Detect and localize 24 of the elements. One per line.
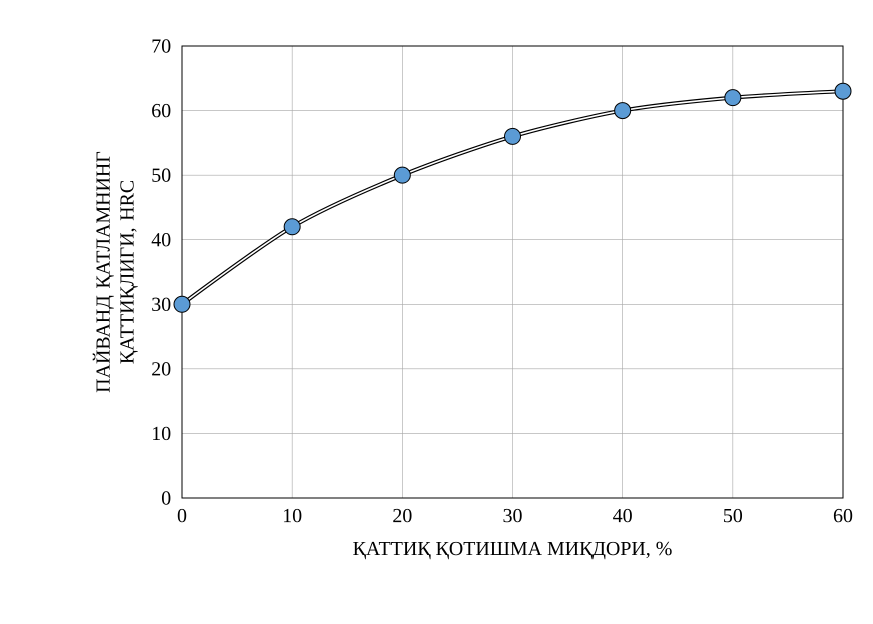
x-tick-label: 50: [724, 508, 742, 522]
y-tick-label: 10: [152, 426, 170, 440]
y-tick-label: 0: [162, 491, 170, 505]
x-tick-label: 30: [503, 508, 522, 522]
y-tick-label: 20: [152, 362, 170, 376]
x-tick-label: 0: [178, 508, 186, 522]
y-tick-label: 70: [152, 39, 170, 53]
point: [504, 128, 522, 145]
y-tick-label: 60: [152, 104, 170, 118]
point: [284, 218, 301, 236]
point: [614, 102, 632, 120]
y-tick-label: 40: [152, 232, 170, 246]
point: [834, 82, 852, 100]
y-axis-title: ПАЙВАНД ҚАТЛАМНИНГ ҚАТТИҚЛИГИ, HRC: [92, 152, 138, 392]
x-tick-label: 10: [284, 508, 302, 522]
x-tick-label: 40: [613, 508, 632, 522]
point: [724, 89, 742, 106]
y-tick-label: 50: [152, 168, 170, 182]
x-axis-title: ҚАТТИҚ ҚОТИШМА МИҚДОРИ, %: [353, 542, 672, 560]
point: [174, 296, 190, 313]
x-tick-label: 60: [834, 508, 852, 522]
x-tick-label: 20: [393, 508, 412, 522]
point: [394, 166, 411, 184]
y-tick-label: 30: [152, 298, 170, 311]
